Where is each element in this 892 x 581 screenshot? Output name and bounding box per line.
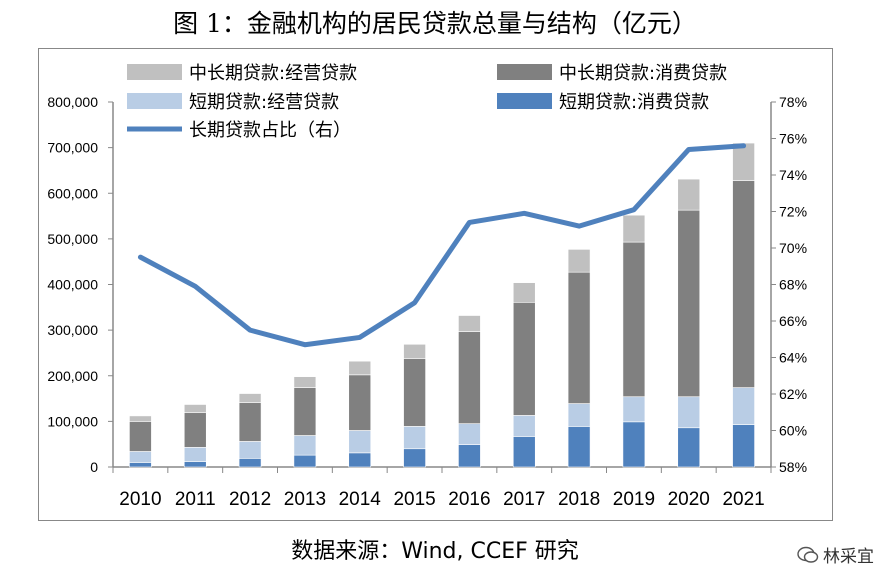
x-tick-label: 2011 xyxy=(175,489,216,510)
x-tick-label: 2016 xyxy=(448,489,490,510)
bar-segment xyxy=(293,376,317,388)
chart-frame xyxy=(38,48,833,521)
bar-segment xyxy=(458,331,481,424)
left-tick-label: 600,000 xyxy=(47,185,98,201)
bar-segment xyxy=(458,423,481,445)
bar-segment xyxy=(732,180,755,388)
watermark: 林采宜 xyxy=(797,542,874,567)
bar-segment xyxy=(403,426,426,450)
legend-label: 短期贷款:消费贷款 xyxy=(559,92,709,113)
bar-segment xyxy=(567,403,591,427)
legend-label: 中长期贷款:消费贷款 xyxy=(559,63,727,84)
right-tick-label: 74% xyxy=(779,167,807,183)
left-tick-label: 500,000 xyxy=(47,231,98,247)
bar-segment xyxy=(512,436,536,468)
bar-segment xyxy=(403,448,426,468)
left-tick-label: 700,000 xyxy=(47,140,98,156)
x-tick-label: 2021 xyxy=(722,489,764,510)
bar-segment xyxy=(567,426,591,468)
bar-segment xyxy=(183,404,207,414)
right-tick-label: 64% xyxy=(779,350,807,366)
legend-label: 长期贷款占比（右） xyxy=(189,120,351,141)
bar-segment xyxy=(293,454,317,468)
wechat-icon xyxy=(797,546,819,563)
bar-segment xyxy=(622,241,646,398)
legend-swatch xyxy=(127,93,182,109)
right-tick-label: 66% xyxy=(779,313,807,329)
left-tick-label: 200,000 xyxy=(47,368,98,384)
bar-segment xyxy=(129,415,152,422)
bar-segment xyxy=(732,142,755,181)
bar-segment xyxy=(238,458,262,468)
x-tick-label: 2017 xyxy=(503,489,545,510)
x-tick-label: 2012 xyxy=(229,489,271,510)
x-tick-label: 2015 xyxy=(393,489,435,510)
left-tick-label: 300,000 xyxy=(47,322,98,338)
right-tick-label: 76% xyxy=(779,131,807,147)
x-tick-label: 2019 xyxy=(613,489,655,510)
x-tick-label: 2014 xyxy=(339,489,382,510)
bar-segment xyxy=(238,441,262,459)
bar-segment xyxy=(677,396,701,429)
bar-segment xyxy=(293,435,317,456)
bar-segment xyxy=(348,430,372,454)
bar-segment xyxy=(183,461,207,468)
bar-segment xyxy=(129,421,152,452)
bar-segment xyxy=(348,452,372,468)
right-tick-label: 62% xyxy=(779,386,807,402)
source-note: 数据来源：Wind, CCEF 研究 xyxy=(291,539,579,564)
bar-segment xyxy=(512,301,536,416)
bar-segment xyxy=(732,424,755,468)
bar-segment xyxy=(183,447,207,462)
bar-segment xyxy=(458,315,481,332)
legend-label: 中长期贷款:经营贷款 xyxy=(189,63,357,84)
left-tick-label: 0 xyxy=(90,459,98,475)
x-tick-label: 2013 xyxy=(284,489,326,510)
right-tick-label: 78% xyxy=(779,94,807,110)
bar-segment xyxy=(458,444,481,468)
bar-segment xyxy=(677,209,701,398)
bar-segment xyxy=(677,427,701,468)
bar-segment xyxy=(403,358,426,427)
chart-title: 图 1：金融机构的居民贷款总量与结构（亿元） xyxy=(173,9,697,38)
bar-segment xyxy=(622,421,646,468)
legend-label: 短期贷款:经营贷款 xyxy=(189,92,339,113)
right-tick-label: 70% xyxy=(779,240,807,256)
right-tick-label: 72% xyxy=(779,204,807,220)
bar-segment xyxy=(238,402,262,442)
bar-segment xyxy=(567,249,591,273)
x-tick-label: 2018 xyxy=(558,489,600,510)
bar-segment xyxy=(348,360,372,376)
left-tick-label: 400,000 xyxy=(47,277,98,293)
legend-swatch xyxy=(127,64,182,80)
right-tick-label: 68% xyxy=(779,277,807,293)
bar-segment xyxy=(512,415,536,437)
bar-segment xyxy=(512,282,536,303)
bar-segment xyxy=(129,451,152,463)
left-tick-label: 100,000 xyxy=(47,413,98,429)
x-tick-label: 2020 xyxy=(668,489,710,510)
bar-segment xyxy=(293,387,317,436)
x-tick-label: 2010 xyxy=(119,489,161,510)
bar-segment xyxy=(622,214,646,243)
ratio-line xyxy=(137,143,747,348)
bar-segment xyxy=(677,178,701,211)
bar-segment xyxy=(129,462,152,468)
right-tick-label: 60% xyxy=(779,423,807,439)
watermark-text: 林采宜 xyxy=(823,547,874,567)
bar-segment xyxy=(238,393,262,403)
left-tick-label: 800,000 xyxy=(47,94,98,110)
bar-segment xyxy=(183,412,207,448)
legend-swatch xyxy=(497,64,552,80)
legend-swatch xyxy=(497,93,552,109)
bar-segment xyxy=(732,387,755,425)
right-tick-label: 58% xyxy=(779,459,807,475)
bar-segment xyxy=(622,396,646,423)
bar-segment xyxy=(403,343,426,359)
bar-segment xyxy=(348,374,372,431)
bar-segment xyxy=(567,271,591,404)
